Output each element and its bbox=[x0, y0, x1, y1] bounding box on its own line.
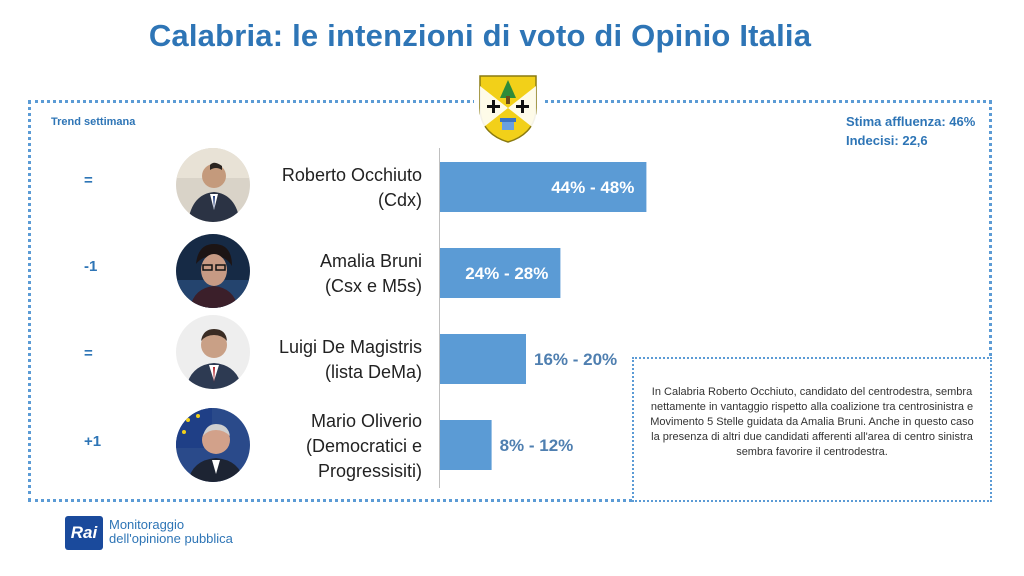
candidate-name: Amalia Bruni (Csx e M5s) bbox=[202, 249, 422, 299]
calabria-emblem-icon bbox=[474, 72, 542, 144]
candidate-party: (Cdx) bbox=[378, 190, 422, 210]
bar-data-label: 44% - 48% bbox=[551, 178, 634, 197]
trend-value: = bbox=[84, 172, 93, 189]
page-title: Calabria: le intenzioni di voto di Opini… bbox=[148, 18, 812, 53]
candidate-party: (Democratici e bbox=[305, 436, 422, 456]
bar-data-label: 16% - 20% bbox=[534, 350, 617, 369]
trend-value: +1 bbox=[84, 433, 102, 450]
candidate-party: (lista DeMa) bbox=[324, 362, 422, 382]
commentary-box: In Calabria Roberto Occhiuto, candidato … bbox=[632, 357, 992, 502]
footer-caption: Monitoraggio dell'opinione pubblica bbox=[109, 518, 233, 546]
turnout-box: Stima affluenza: 46% Indecisi: 22,6 bbox=[846, 112, 975, 150]
candidate-name: Luigi De Magistris (lista DeMa) bbox=[202, 335, 422, 385]
candidate-photo-icon bbox=[176, 234, 250, 308]
candidate-party: (Csx e M5s) bbox=[324, 276, 422, 296]
turnout-estimate: Stima affluenza: 46% bbox=[846, 114, 976, 129]
candidate-party: Progressisiti) bbox=[317, 461, 422, 481]
bar-data-label: 8% - 12% bbox=[500, 436, 574, 455]
bar bbox=[440, 420, 492, 470]
bar bbox=[440, 334, 526, 384]
footer-line-2: dell'opinione pubblica bbox=[109, 531, 233, 546]
trend-value: -1 bbox=[84, 258, 98, 275]
undecided-share: Indecisi: 22,6 bbox=[846, 133, 928, 148]
candidate-name-line: Mario Oliverio bbox=[310, 411, 422, 431]
footer-line-1: Monitoraggio bbox=[109, 517, 185, 532]
candidate-name-line: Luigi De Magistris bbox=[278, 337, 422, 357]
trend-heading: Trend settimana bbox=[51, 116, 136, 128]
bar bbox=[440, 248, 561, 298]
commentary-text: In Calabria Roberto Occhiuto, candidato … bbox=[650, 386, 974, 458]
candidate-name-line: Roberto Occhiuto bbox=[281, 165, 422, 185]
candidate-name: Roberto Occhiuto (Cdx) bbox=[202, 163, 422, 213]
chart-axis bbox=[439, 148, 440, 488]
trend-value: = bbox=[84, 345, 93, 362]
candidate-photo-icon bbox=[176, 315, 250, 389]
candidate-name-line: Amalia Bruni bbox=[319, 251, 422, 271]
rai-logo: Rai bbox=[65, 516, 103, 550]
bar-data-label: 24% - 28% bbox=[465, 264, 548, 283]
bar bbox=[440, 162, 647, 212]
candidate-photo-icon bbox=[176, 408, 250, 482]
candidate-name: Mario Oliverio (Democratici e Progressis… bbox=[202, 409, 422, 484]
